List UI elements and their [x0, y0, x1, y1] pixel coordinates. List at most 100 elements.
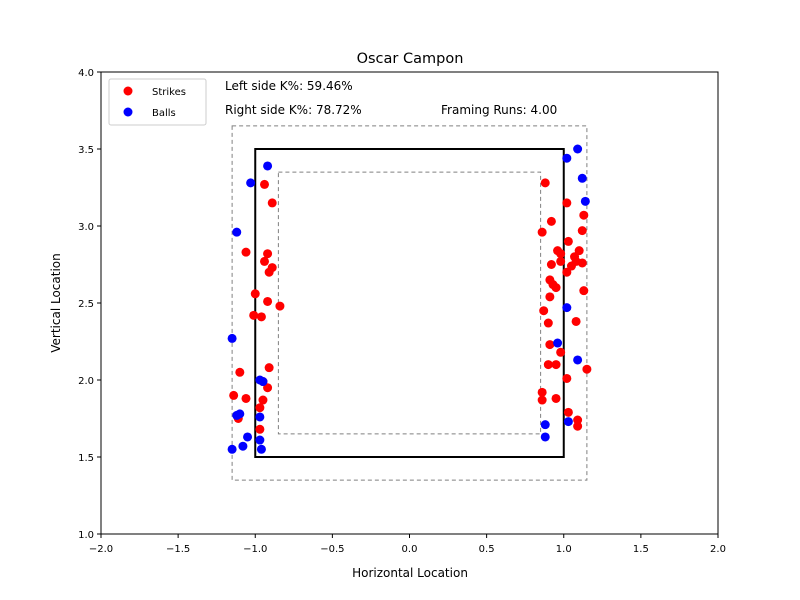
data-points [227, 144, 592, 454]
x-tick-label: −1.0 [243, 544, 267, 555]
strikes-point [577, 258, 587, 268]
balls-point [255, 412, 265, 422]
x-axis-label: Horizontal Location [352, 566, 468, 580]
legend-balls-label: Balls [152, 108, 176, 119]
x-tick-label: 2.0 [710, 544, 726, 555]
strikes-point [260, 179, 270, 189]
chart-title: Oscar Campon [357, 51, 464, 67]
strikes-point [562, 267, 572, 277]
strikes-point [562, 373, 572, 383]
strikes-point [551, 393, 561, 403]
x-tick-label: 1.5 [633, 544, 649, 555]
x-tick-label: −0.5 [320, 544, 344, 555]
legend-strikes-label: Strikes [152, 87, 186, 98]
x-tick-label: 0.5 [479, 544, 495, 555]
strikes-point [539, 306, 549, 316]
strikes-point [543, 318, 553, 328]
balls-point [553, 338, 563, 348]
balls-point [255, 435, 265, 445]
strikes-point [551, 360, 561, 370]
balls-point [258, 377, 268, 387]
strikes-point [579, 210, 589, 220]
y-tick-label: 3.5 [78, 145, 94, 156]
strike-zone-rect [254, 148, 565, 458]
strikes-point [551, 283, 561, 293]
strikes-point [264, 363, 274, 373]
balls-point [243, 432, 253, 442]
strikes-point [582, 364, 592, 374]
y-axis-label: Vertical Location [49, 253, 63, 353]
balls-point [238, 441, 248, 451]
strikes-point [275, 301, 285, 311]
strikes-point [537, 387, 547, 397]
balls-point [227, 333, 237, 343]
strikes-point [556, 347, 566, 357]
strikes-point [546, 216, 556, 226]
balls-point [577, 173, 587, 183]
x-tick-label: −1.5 [166, 544, 190, 555]
balls-point [232, 227, 242, 237]
y-axis-ticks: 1.0 1.5 2.0 2.5 3.0 3.5 4.0 [78, 68, 101, 541]
balls-point [580, 196, 590, 206]
strikes-point [241, 393, 251, 403]
strikes-point [566, 261, 576, 271]
y-tick-label: 1.5 [78, 453, 94, 464]
strikes-point [546, 260, 556, 269]
balls-point [573, 144, 583, 154]
strikes-point [255, 424, 265, 434]
strikes-point [235, 367, 245, 377]
balls-point [562, 303, 572, 313]
x-tick-label: −2.0 [89, 544, 113, 555]
right-k-annotation: Right side K%: 78.72% [225, 103, 362, 117]
balls-point [540, 432, 550, 442]
strikes-point [573, 415, 583, 425]
balls-point [563, 417, 573, 427]
strikes-point [579, 286, 589, 296]
strikes-point [537, 227, 547, 237]
y-tick-label: 4.0 [78, 68, 94, 79]
strikes-point [267, 198, 277, 208]
strikes-point [263, 249, 273, 259]
strikes-point [563, 236, 573, 246]
balls-point [263, 161, 273, 171]
strikes-point [264, 267, 274, 277]
strikes-point [250, 289, 260, 299]
strikes-point [249, 310, 259, 320]
balls-point [573, 355, 583, 365]
strikes-point [545, 292, 555, 302]
balls-point [246, 178, 256, 188]
legend-strikes-marker [123, 86, 133, 96]
strikes-point [543, 360, 553, 370]
strikes-point [258, 395, 268, 405]
y-tick-label: 2.0 [78, 376, 94, 387]
strikes-point [255, 403, 265, 413]
balls-point [540, 420, 550, 430]
balls-point [227, 444, 237, 454]
strikes-point [577, 226, 587, 236]
strikes-point [241, 247, 251, 257]
strikes-point [556, 249, 566, 259]
strikes-point [229, 390, 239, 400]
y-tick-label: 2.5 [78, 299, 94, 310]
strikes-point [573, 421, 583, 431]
balls-point [232, 410, 242, 420]
strikes-point [260, 256, 270, 266]
x-tick-label: 1.0 [556, 544, 572, 555]
strikes-point [263, 383, 273, 393]
x-axis-ticks: −2.0 −1.5 −1.0 −0.5 0.0 0.5 1.0 1.5 2.0 [89, 534, 726, 555]
left-k-annotation: Left side K%: 59.46% [225, 79, 353, 93]
outer-zone-rect [231, 125, 588, 481]
strikes-point [537, 395, 547, 405]
strikes-point [263, 296, 273, 306]
balls-point [256, 444, 266, 454]
strikes-point [571, 316, 581, 326]
strikes-point [562, 198, 572, 208]
legend-box [108, 78, 207, 126]
legend: Strikes Balls [108, 78, 207, 126]
strikes-point [256, 312, 266, 322]
y-tick-label: 1.0 [78, 530, 94, 541]
strikes-point [563, 407, 573, 417]
balls-point [562, 153, 572, 163]
strikes-point [545, 340, 555, 350]
